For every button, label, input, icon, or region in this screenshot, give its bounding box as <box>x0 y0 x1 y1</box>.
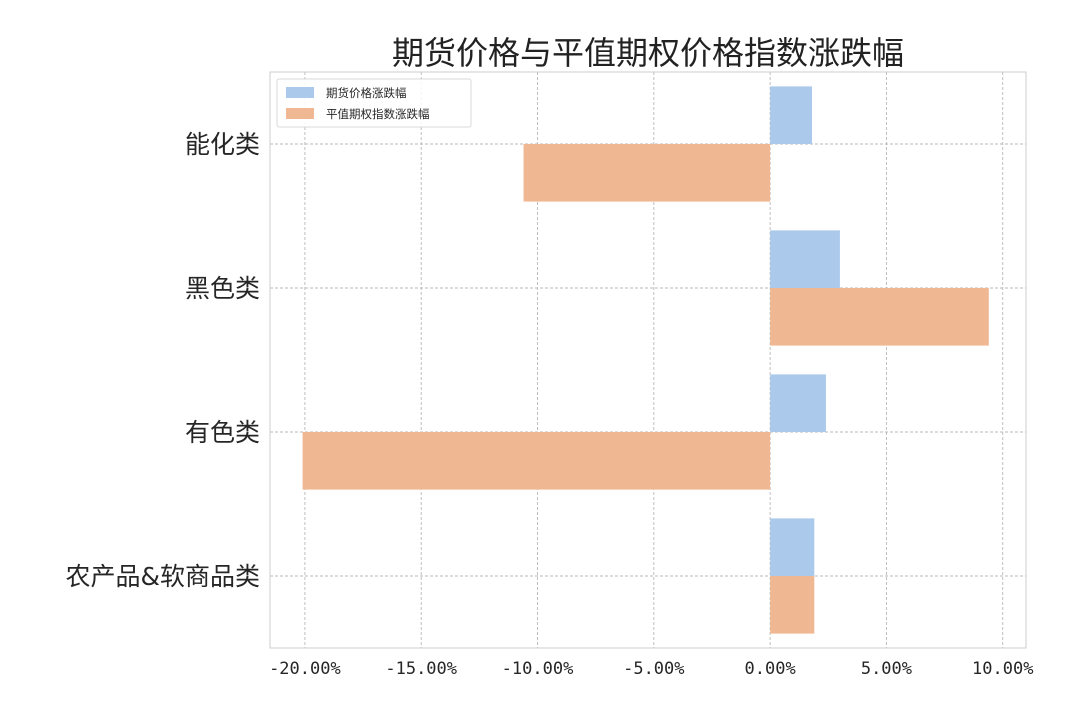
bar-options-0 <box>523 144 771 202</box>
y-tick-label: 农产品&软商品类 <box>66 562 261 591</box>
y-tick-label: 黑色类 <box>185 274 260 303</box>
y-tick-label: 有色类 <box>185 418 260 447</box>
legend-swatch-futures <box>286 87 314 98</box>
x-tick-label: -20.00% <box>269 659 341 679</box>
chart-title: 期货价格与平值期权价格指数涨跌幅 <box>392 34 904 72</box>
bar-futures-0 <box>770 86 812 144</box>
bar-futures-1 <box>770 230 840 288</box>
x-tick-label: 5.00% <box>861 659 912 679</box>
bar-options-2 <box>302 432 771 490</box>
bar-options-3 <box>770 576 815 634</box>
bar-futures-3 <box>770 518 815 576</box>
x-tick-label: -5.00% <box>623 659 684 679</box>
legend-label-futures: 期货价格涨跌幅 <box>326 86 407 100</box>
legend-label-options: 平值期权指数涨跌幅 <box>326 107 430 121</box>
plot-frame <box>269 71 1027 649</box>
bar-futures-2 <box>770 374 826 432</box>
legend-swatch-options <box>286 108 314 119</box>
x-tick-label: -10.00% <box>502 659 574 679</box>
bars <box>302 86 989 634</box>
x-tick-label: 0.00% <box>745 659 796 679</box>
y-tick-label: 能化类 <box>185 130 260 159</box>
x-axis-labels: -20.00% -15.00% -10.00% -5.00% 0.00% 5.00% 10.… <box>269 659 1033 679</box>
x-tick-label: 10.00% <box>972 659 1033 679</box>
x-tick-label: -15.00% <box>385 659 457 679</box>
bar-options-1 <box>770 288 989 346</box>
legend-frame <box>276 78 472 128</box>
legend: 期货价格涨跌幅 平值期权指数涨跌幅 <box>276 78 472 128</box>
